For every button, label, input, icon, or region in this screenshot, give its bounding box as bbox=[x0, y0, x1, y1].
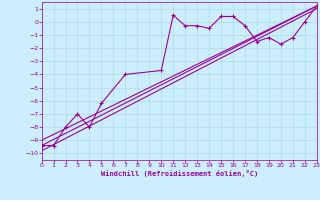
X-axis label: Windchill (Refroidissement éolien,°C): Windchill (Refroidissement éolien,°C) bbox=[100, 170, 258, 177]
